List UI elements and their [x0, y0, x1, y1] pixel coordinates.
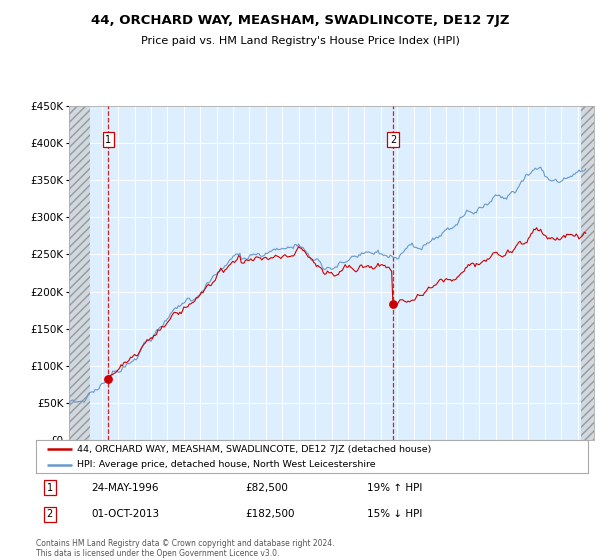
Text: 2: 2: [47, 509, 53, 519]
Text: 19% ↑ HPI: 19% ↑ HPI: [367, 483, 422, 493]
Text: 1: 1: [47, 483, 53, 493]
Point: [103, 374, 113, 383]
Text: 1: 1: [105, 135, 111, 144]
Text: 24-MAY-1996: 24-MAY-1996: [91, 483, 158, 493]
Text: 44, ORCHARD WAY, MEASHAM, SWADLINCOTE, DE12 7JZ: 44, ORCHARD WAY, MEASHAM, SWADLINCOTE, D…: [91, 14, 509, 27]
Bar: [581, 106, 594, 440]
Text: £82,500: £82,500: [246, 483, 289, 493]
Point: [388, 300, 398, 309]
Text: 2: 2: [390, 135, 396, 144]
Text: £182,500: £182,500: [246, 509, 295, 519]
Bar: [69, 106, 91, 440]
Text: Contains HM Land Registry data © Crown copyright and database right 2024.
This d: Contains HM Land Registry data © Crown c…: [36, 539, 335, 558]
Text: 15% ↓ HPI: 15% ↓ HPI: [367, 509, 422, 519]
Text: HPI: Average price, detached house, North West Leicestershire: HPI: Average price, detached house, Nort…: [77, 460, 376, 469]
Text: Price paid vs. HM Land Registry's House Price Index (HPI): Price paid vs. HM Land Registry's House …: [140, 36, 460, 46]
Text: 01-OCT-2013: 01-OCT-2013: [91, 509, 160, 519]
Text: 44, ORCHARD WAY, MEASHAM, SWADLINCOTE, DE12 7JZ (detached house): 44, ORCHARD WAY, MEASHAM, SWADLINCOTE, D…: [77, 445, 432, 454]
